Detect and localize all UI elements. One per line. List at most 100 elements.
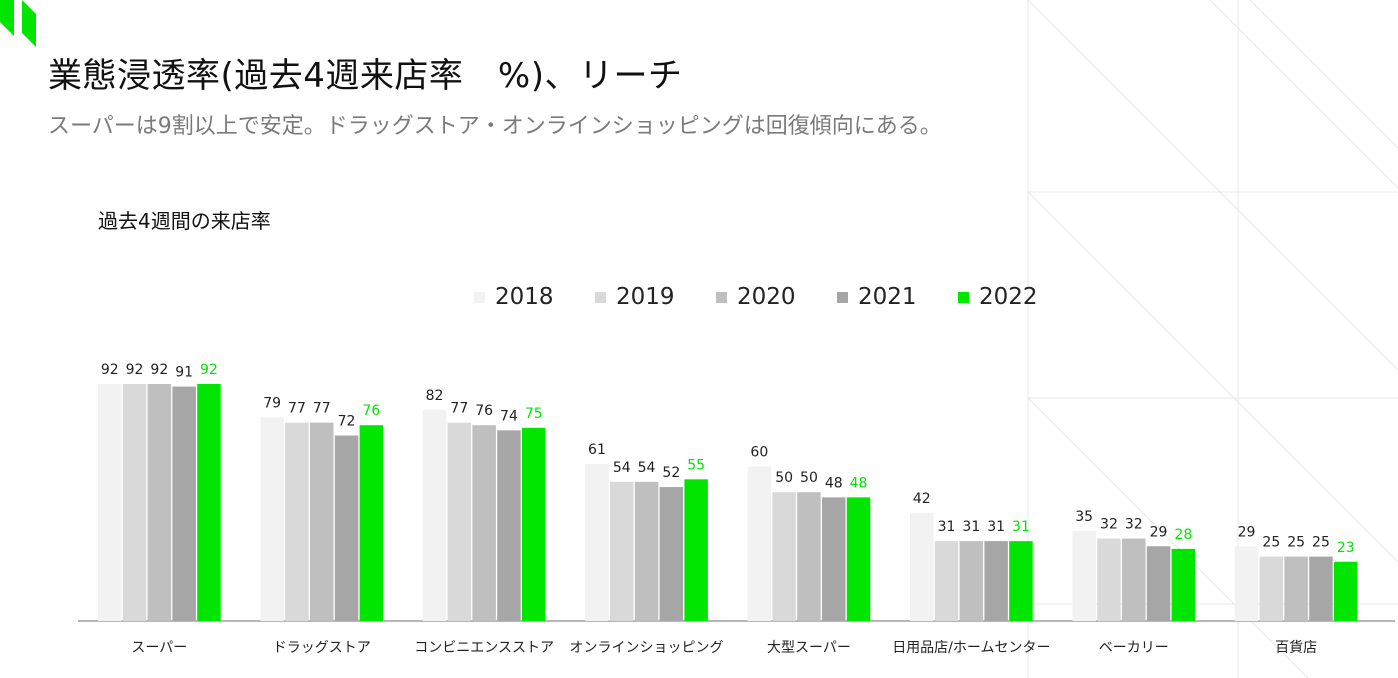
bar-2021-7 bbox=[1309, 556, 1333, 621]
bar-2019-6 bbox=[1097, 538, 1121, 621]
page-subtitle: スーパーは9割以上で安定。ドラッグストア・オンラインショッピングは回復傾向にある… bbox=[48, 114, 942, 139]
category-label-0: スーパー bbox=[131, 640, 187, 656]
bar-2021-1 bbox=[334, 435, 359, 621]
bar-2020-0 bbox=[147, 384, 172, 621]
bar-2021-4 bbox=[822, 497, 846, 621]
data-label-2019-7: 25 bbox=[1262, 535, 1280, 551]
data-label-2021-3: 52 bbox=[662, 465, 680, 481]
data-label-2019-0: 92 bbox=[126, 362, 144, 378]
bar-2018-4 bbox=[747, 466, 772, 621]
data-label-2020-7: 25 bbox=[1287, 535, 1305, 551]
data-label-2019-2: 77 bbox=[450, 401, 468, 417]
legend-item-2019: 2019 bbox=[595, 284, 716, 310]
legend-label-2019: 2019 bbox=[616, 284, 675, 310]
category-label-3: オンラインショッピング bbox=[570, 640, 724, 656]
bar-2022-7 bbox=[1334, 561, 1358, 621]
category-label-4: 大型スーパー bbox=[767, 640, 851, 656]
bar-2021-3 bbox=[659, 487, 684, 621]
bar-2019-3 bbox=[610, 481, 634, 621]
data-label-2020-1: 77 bbox=[313, 401, 331, 417]
data-label-2022-4: 48 bbox=[850, 475, 868, 491]
page-title: 業態浸透率(過去4週来店率 %)、リーチ bbox=[48, 56, 683, 96]
data-label-2022-6: 28 bbox=[1174, 527, 1192, 543]
data-label-2020-3: 54 bbox=[638, 460, 656, 476]
bar-2020-1 bbox=[310, 422, 334, 621]
legend-swatch-2021 bbox=[837, 291, 848, 303]
legend-swatch-2022 bbox=[958, 291, 969, 303]
data-label-2018-0: 92 bbox=[101, 362, 119, 378]
data-label-2018-2: 82 bbox=[426, 388, 444, 404]
data-label-2022-3: 55 bbox=[687, 457, 705, 473]
data-label-2020-5: 31 bbox=[962, 519, 980, 535]
legend-swatch-2018 bbox=[474, 291, 485, 303]
bar-2019-1 bbox=[285, 422, 309, 621]
data-label-2022-1: 76 bbox=[362, 403, 380, 419]
data-label-2022-5: 31 bbox=[1012, 519, 1030, 535]
bar-2022-0 bbox=[197, 384, 221, 621]
category-label-5: 日用品店/ホームセンター bbox=[892, 640, 1050, 656]
legend-item-2020: 2020 bbox=[716, 284, 837, 310]
brand-logo bbox=[0, 0, 36, 47]
bar-2022-2 bbox=[522, 427, 546, 621]
bar-2018-2 bbox=[422, 409, 447, 621]
bar-2020-7 bbox=[1284, 556, 1308, 621]
bar-2022-3 bbox=[684, 479, 708, 621]
category-label-6: ベーカリー bbox=[1099, 640, 1169, 656]
data-label-2022-0: 92 bbox=[200, 362, 218, 378]
data-label-2021-7: 25 bbox=[1312, 535, 1330, 551]
bar-2018-6 bbox=[1072, 530, 1096, 621]
data-label-2022-2: 75 bbox=[525, 406, 543, 422]
category-label-1: ドラッグストア bbox=[273, 640, 371, 656]
bar-2020-5 bbox=[959, 541, 984, 621]
data-label-2022-7: 23 bbox=[1337, 540, 1355, 556]
data-label-2020-2: 76 bbox=[475, 403, 493, 419]
data-label-2018-4: 60 bbox=[750, 444, 768, 460]
bar-2018-0 bbox=[98, 384, 122, 621]
category-label-2: コンビニエンスストア bbox=[414, 640, 554, 656]
bar-2019-5 bbox=[934, 541, 959, 621]
data-label-2020-4: 50 bbox=[800, 470, 818, 486]
chart-title: 過去4週間の来店率 bbox=[98, 209, 271, 233]
data-label-2019-1: 77 bbox=[288, 401, 306, 417]
data-label-2019-4: 50 bbox=[775, 470, 793, 486]
data-label-2020-0: 92 bbox=[150, 362, 168, 378]
data-label-2021-1: 72 bbox=[338, 414, 356, 430]
legend-label-2018: 2018 bbox=[495, 284, 554, 310]
chart-legend: 2018 2019 2020 2021 2022 bbox=[474, 284, 1079, 310]
bar-2022-1 bbox=[359, 425, 384, 621]
bar-2018-3 bbox=[585, 463, 609, 621]
data-label-2019-6: 32 bbox=[1100, 517, 1118, 533]
data-label-2021-0: 91 bbox=[175, 365, 193, 381]
bar-2018-5 bbox=[910, 512, 934, 621]
bar-2022-5 bbox=[1009, 541, 1033, 621]
bar-2019-4 bbox=[772, 492, 796, 621]
bar-2019-0 bbox=[122, 384, 147, 621]
bar-2021-6 bbox=[1146, 546, 1171, 621]
legend-label-2021: 2021 bbox=[858, 284, 917, 310]
bar-2021-2 bbox=[497, 430, 521, 621]
data-label-2019-3: 54 bbox=[613, 460, 631, 476]
data-label-2018-1: 79 bbox=[263, 395, 281, 411]
bar-2020-6 bbox=[1122, 538, 1146, 621]
data-label-2018-5: 42 bbox=[913, 491, 931, 507]
bar-2022-6 bbox=[1171, 548, 1196, 621]
data-label-2021-6: 29 bbox=[1150, 524, 1168, 540]
legend-item-2018: 2018 bbox=[474, 284, 595, 310]
data-label-2021-4: 48 bbox=[825, 475, 843, 491]
data-label-2018-7: 29 bbox=[1238, 524, 1256, 540]
legend-item-2021: 2021 bbox=[837, 284, 958, 310]
bar-2021-5 bbox=[984, 541, 1008, 621]
data-label-2021-5: 31 bbox=[987, 519, 1005, 535]
data-label-2018-6: 35 bbox=[1075, 509, 1093, 525]
bar-2021-0 bbox=[172, 386, 196, 621]
bar-2020-2 bbox=[472, 425, 496, 621]
data-label-2018-3: 61 bbox=[588, 442, 606, 458]
legend-swatch-2019 bbox=[595, 291, 606, 303]
bar-2018-1 bbox=[260, 417, 284, 621]
data-label-2019-5: 31 bbox=[938, 519, 956, 535]
bar-2018-7 bbox=[1234, 546, 1259, 621]
data-label-2020-6: 32 bbox=[1125, 517, 1143, 533]
category-label-7: 百貨店 bbox=[1275, 639, 1317, 656]
legend-label-2020: 2020 bbox=[737, 284, 796, 310]
